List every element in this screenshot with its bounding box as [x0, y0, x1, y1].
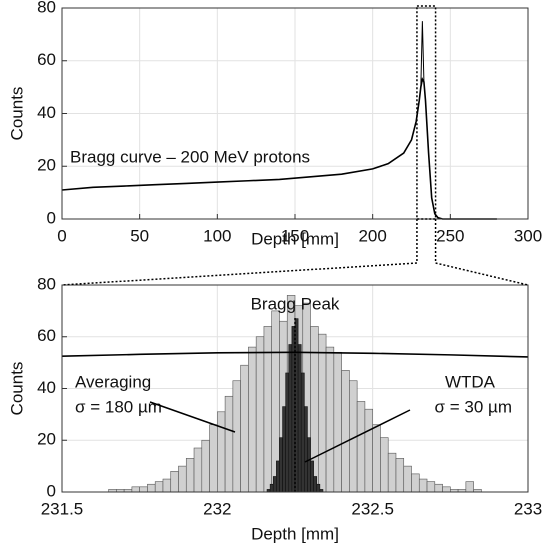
histogram-bar [316, 483, 321, 493]
x-axis-label: Depth [mm] [251, 524, 339, 543]
x-tick-label: 100 [203, 226, 231, 245]
bragg-curve [61, 351, 529, 358]
histogram-bar [297, 344, 302, 493]
histogram-bar [240, 364, 249, 493]
annotation: WTDA [445, 372, 496, 391]
y-tick-label: 20 [37, 430, 56, 449]
histogram-bar [162, 478, 172, 493]
histogram-bar [333, 351, 342, 493]
histogram-bar [276, 460, 280, 493]
histogram-bar [288, 344, 293, 493]
histogram-bar [426, 481, 436, 493]
zoom-box [416, 5, 437, 220]
peak-label: Bragg Peak [251, 294, 340, 313]
histogram-bar [380, 437, 389, 493]
histogram-bar [418, 478, 428, 493]
x-tick-label: 50 [130, 226, 149, 245]
x-tick-label: 250 [436, 226, 464, 245]
x-tick-label: 300 [514, 226, 542, 245]
histogram-bar [372, 424, 381, 493]
x-tick-label: 232 [203, 499, 231, 518]
histogram-bar [170, 470, 179, 493]
histogram-bar [387, 452, 397, 493]
histogram-bar [139, 486, 148, 493]
histogram-bar [154, 481, 164, 493]
histogram-bar [294, 318, 299, 493]
axes-frame [61, 7, 529, 220]
curve [61, 76, 497, 220]
x-tick-label: 0 [57, 226, 66, 245]
annotation: σ = 180 µm [75, 397, 162, 416]
y-tick-label: 80 [37, 0, 56, 16]
histogram-bar [209, 424, 218, 493]
histogram-bar [364, 408, 373, 493]
zoom-connector [61, 262, 417, 286]
x-tick-label: 200 [358, 226, 386, 245]
histogram-bar [269, 483, 274, 493]
histogram-bar [131, 486, 140, 493]
histogram-bar [232, 380, 241, 493]
annotation: σ = 30 µm [435, 397, 512, 416]
y-tick-label: 20 [37, 156, 56, 175]
histogram-bar [147, 483, 156, 493]
x-tick-label: 150 [281, 226, 309, 245]
axes-frame [61, 284, 529, 493]
histogram-bar [403, 465, 412, 493]
histogram-bar [224, 395, 234, 493]
annotation: Averaging [75, 372, 151, 391]
histogram-bar [442, 486, 451, 493]
histogram-bar [325, 346, 335, 493]
histogram-bar [185, 458, 195, 493]
histogram-bar [310, 460, 314, 493]
y-tick-label: 40 [37, 103, 56, 122]
histogram-bar [356, 401, 366, 493]
y-tick-label: 0 [47, 208, 56, 227]
histogram-bar [300, 372, 305, 493]
histogram-bar [341, 370, 350, 493]
x-tick-label: 233 [514, 499, 542, 518]
y-tick-label: 60 [37, 326, 56, 345]
y-tick-label: 0 [47, 481, 56, 500]
histogram-bar [411, 473, 420, 493]
histogram-bar [255, 336, 265, 493]
histogram-bar [307, 437, 311, 493]
histogram-bar [304, 406, 308, 493]
y-axis-label: Counts [7, 87, 26, 141]
histogram-bar [263, 326, 272, 493]
histogram-bar [193, 447, 203, 493]
histogram-bar [217, 411, 226, 493]
histogram-bar [317, 333, 327, 493]
y-tick-label: 60 [37, 50, 56, 69]
pointer [304, 409, 411, 463]
zoom-connector [435, 262, 529, 286]
histogram-bar [272, 476, 277, 493]
histogram-bar [285, 372, 290, 493]
histogram-bar [313, 476, 318, 493]
annotation: Bragg curve – 200 MeV protons [70, 147, 310, 166]
histogram-bar [248, 346, 257, 493]
histogram-bar [201, 439, 210, 493]
x-tick-label: 231.5 [41, 499, 84, 518]
y-tick-label: 80 [37, 274, 56, 293]
curve [420, 21, 425, 88]
y-tick-label: 40 [37, 378, 56, 397]
histogram-bar [465, 481, 474, 493]
x-tick-label: 232.5 [351, 499, 394, 518]
y-axis-label: Counts [7, 362, 26, 416]
x-axis-label: Depth [mm] [251, 229, 339, 248]
histogram-bar [178, 465, 187, 493]
histogram-bar [395, 458, 405, 493]
histogram-bar [434, 483, 443, 493]
pointer [149, 401, 236, 433]
histogram-bar [279, 437, 283, 493]
histogram-bar [282, 406, 286, 493]
